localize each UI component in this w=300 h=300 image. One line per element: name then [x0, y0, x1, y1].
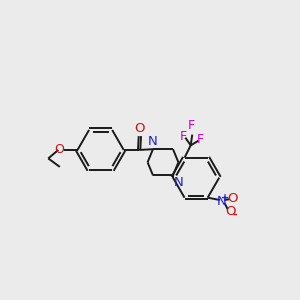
Text: O: O [135, 122, 145, 135]
Text: +: + [220, 193, 229, 203]
Text: O: O [226, 205, 236, 218]
Text: O: O [227, 192, 238, 205]
Text: F: F [179, 130, 187, 142]
Text: O: O [55, 143, 64, 157]
Text: N: N [217, 195, 226, 208]
Text: -: - [232, 210, 237, 220]
Text: N: N [148, 135, 158, 148]
Text: F: F [197, 133, 204, 146]
Text: F: F [188, 119, 195, 132]
Text: N: N [174, 176, 184, 189]
